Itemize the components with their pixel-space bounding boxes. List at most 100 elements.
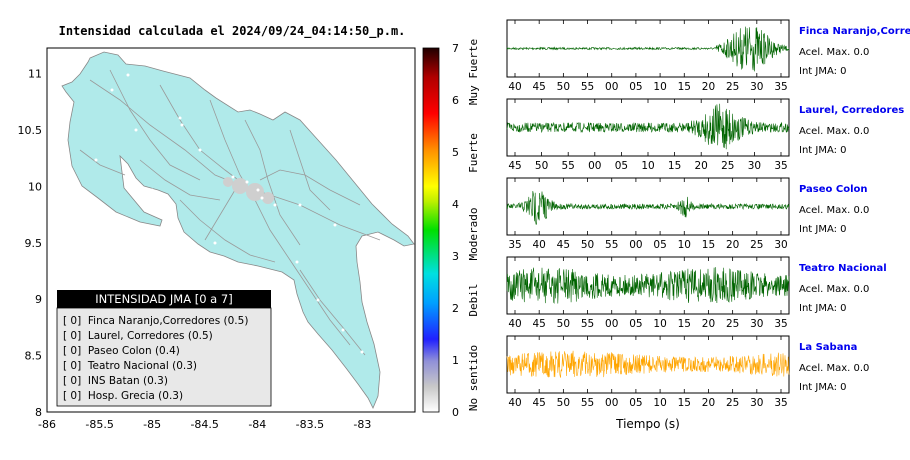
legend-item: [ 0] Finca Naranjo,Corredores (0.5) [63,315,248,327]
station-name: La Sabana [799,342,857,353]
trace-tick-label: 05 [653,239,666,251]
trace-tick-label: 10 [641,160,654,172]
y-tick-label: 10.5 [18,124,43,137]
colorbar-gradient [422,47,440,413]
trace-tick-label: 30 [750,397,763,409]
legend-item: [ 0] Laurel, Corredores (0.5) [63,330,213,342]
trace-tick-label: 35 [774,397,787,409]
trace-tick-label: 15 [668,160,681,172]
colorbar-ticks: 0 1 2 3 4 5 6 7 [452,42,459,419]
trace-tick-label: 40 [532,239,545,251]
waveform-line [506,26,790,72]
trace-tick-label: 05 [629,397,642,409]
y-tick-label: 8.5 [25,350,43,363]
trace-tick-label: 25 [721,160,734,172]
category-label: Moderado [467,208,480,261]
trace-tick-label: 35 [774,81,787,93]
trace-tick-label: 50 [581,239,594,251]
category-label: Fuerte [467,133,480,173]
intensity-legend: INTENSIDAD JMA [0 a 7] [ 0] Finca Naranj… [56,290,272,407]
x-tick-label: -84 [248,418,266,431]
trace-tick-label: 15 [678,397,691,409]
accel-label: Acel. Max. 0.0 [799,205,869,216]
trace-tick-label: 15 [702,239,715,251]
trace-tick-label: 00 [605,397,618,409]
colorbar-tick: 6 [452,94,459,107]
category-label: Muy Fuerte [467,39,480,105]
accel-label: Acel. Max. 0.0 [799,363,869,374]
legend-header-bg [57,290,271,308]
map-panel: -86 -85.5 -85 -84.5 -84 -83.5 -83 8 8.5 … [18,47,416,431]
trace-tick-label: 25 [750,239,763,251]
x-tick-label: -84.5 [190,418,218,431]
waveform-line [506,350,790,378]
legend-title: INTENSIDAD JMA [0 a 7] [95,292,232,306]
legend-body [56,307,272,407]
station-name: Teatro Nacional [799,263,887,274]
colorbar-tick: 2 [452,302,459,315]
intensity-label: Int JMA: 0 [799,145,847,156]
x-tick-label: -83.5 [296,418,324,431]
legend-item: [ 0] Hosp. Grecia (0.3) [63,390,183,402]
seismogram-traces: 40 45 50 55 00 05 10 15 20 25 30 35 Finca Naranjo,Co… [506,19,910,409]
x-tick-label: -83 [353,418,371,431]
colorbar-tick: 1 [452,354,459,367]
legend-item: [ 0] INS Batan (0.3) [63,375,168,387]
trace-tick-label: 10 [653,81,666,93]
legend-item: [ 0] Teatro Nacional (0.3) [63,360,197,372]
x-tick-label: -85.5 [85,418,113,431]
colorbar-category-labels: No sentido Debil Moderado Fuerte Muy Fue… [467,39,480,411]
colorbar-tick: 4 [452,198,459,211]
colorbar-tick: 3 [452,250,459,263]
waveform-line [506,267,790,304]
trace-tick-label: 05 [629,318,642,330]
waveform-line [506,103,790,150]
trace-tick-label: 40 [508,81,521,93]
trace-tick-label: 45 [557,239,570,251]
trace-tick-label: 20 [695,160,708,172]
trace-tick-label: 50 [557,81,570,93]
colorbar-tick: 7 [452,42,459,55]
trace-tick-label: 30 [748,160,761,172]
y-tick-label: 9.5 [25,237,43,250]
trace-tick-label: 45 [532,397,545,409]
trace-tick-label: 55 [562,160,575,172]
y-tick-label: 9 [35,293,42,306]
trace-tick-label: 30 [750,318,763,330]
trace-panel [506,256,790,315]
station-name: Laurel, Corredores [799,105,904,116]
map-y-axis: 8 8.5 9 9.5 10 10.5 11 [18,68,43,419]
trace-tick-label: 25 [726,81,739,93]
intensity-label: Int JMA: 0 [799,303,847,314]
trace-tick-label: 20 [726,239,739,251]
trace-tick-label: 55 [605,239,618,251]
trace-tick-label: 55 [581,81,594,93]
trace-tick-label: 10 [678,239,691,251]
intensity-label: Int JMA: 0 [799,66,847,77]
intensity-label: Int JMA: 0 [799,224,847,235]
y-tick-label: 11 [28,68,42,81]
map-title: Intensidad calculada el 2024/09/24_04:14… [59,24,406,39]
y-tick-label: 8 [35,406,42,419]
colorbar: 0 1 2 3 4 5 6 7 No sentido Debil Moderad… [422,39,480,419]
trace-tick-label: 20 [702,397,715,409]
trace-tick-label: 00 [588,160,601,172]
category-label: Debil [467,283,480,316]
accel-label: Acel. Max. 0.0 [799,47,869,58]
trace-tick-label: 10 [653,318,666,330]
accel-label: Acel. Max. 0.0 [799,126,869,137]
trace-tick-label: 35 [774,160,787,172]
trace-tick-label: 45 [532,81,545,93]
colorbar-tick: 5 [452,146,459,159]
trace-tick-label: 40 [508,318,521,330]
trace-tick-label: 45 [508,160,521,172]
trace-tick-label: 05 [629,81,642,93]
map-frame [46,47,416,413]
station-markers [94,73,364,354]
intensity-label: Int JMA: 0 [799,382,847,393]
trace-tick-label: 40 [508,397,521,409]
map-x-axis: -86 -85.5 -85 -84.5 -84 -83.5 -83 [38,418,371,431]
category-label: No sentido [467,345,480,411]
accel-label: Acel. Max. 0.0 [799,284,869,295]
